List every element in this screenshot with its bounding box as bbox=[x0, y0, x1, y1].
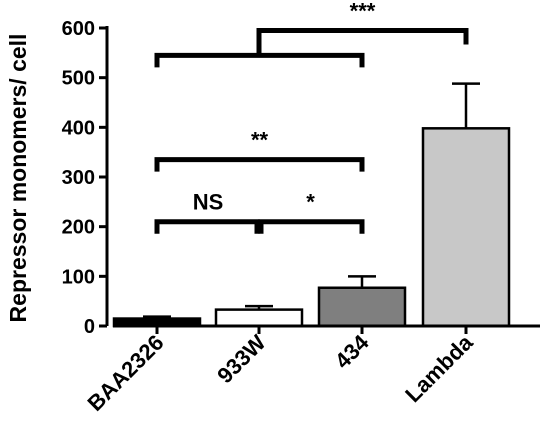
significance-label: *** bbox=[350, 0, 376, 23]
significance-label: NS bbox=[193, 190, 224, 215]
y-tick-label: 200 bbox=[62, 217, 95, 239]
bar-434 bbox=[317, 286, 407, 328]
significance-brackets: NS ****** bbox=[154, 0, 469, 234]
significance-bracket bbox=[256, 27, 469, 56]
y-tick-label: 100 bbox=[62, 266, 95, 288]
significance-label: * bbox=[306, 190, 315, 215]
y-tick-label: 600 bbox=[62, 18, 95, 40]
x-axis: BAA2326 933W 434 Lambda bbox=[83, 324, 540, 416]
significance-label: ** bbox=[251, 128, 269, 153]
y-tick-label: 400 bbox=[62, 117, 95, 139]
y-tick-label: 300 bbox=[62, 167, 95, 189]
significance-bracket bbox=[154, 157, 365, 172]
significance-bracket bbox=[154, 219, 260, 234]
error-bars bbox=[143, 82, 480, 319]
x-tick-label: Lambda bbox=[400, 329, 478, 407]
bar-933w bbox=[214, 308, 304, 328]
significance-bracket bbox=[258, 219, 365, 234]
x-tick-label: 933W bbox=[212, 330, 270, 388]
y-tick-label: 0 bbox=[84, 316, 95, 338]
y-axis-title: Repressor monomers/ cell bbox=[5, 34, 31, 323]
x-tick-label: 434 bbox=[330, 329, 374, 373]
y-axis: 0 100 200 300 400 500 600 bbox=[62, 18, 109, 338]
y-tick-label: 500 bbox=[62, 68, 95, 90]
bar-lambda bbox=[421, 127, 511, 328]
group-bracket bbox=[154, 52, 365, 68]
x-tick-label: BAA2326 bbox=[83, 330, 169, 416]
